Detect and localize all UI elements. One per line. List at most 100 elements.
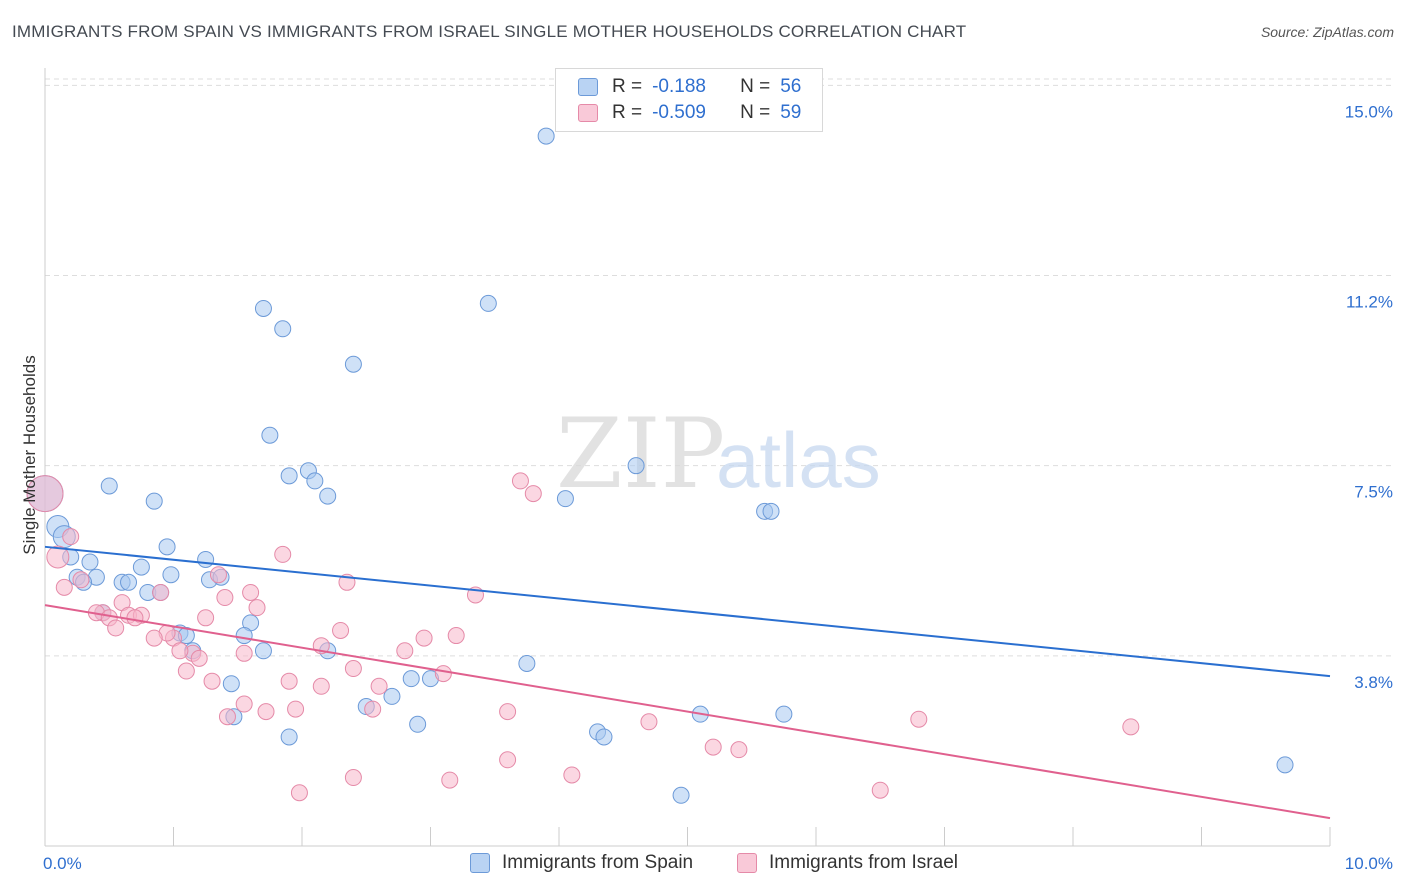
legend-n-label: N =: [740, 76, 771, 97]
trend-layer: [44, 545, 1331, 820]
grid-layer: [45, 78, 1395, 657]
spain-point: [409, 715, 427, 733]
israel-point: [72, 571, 90, 589]
israel-point: [434, 665, 452, 683]
spain-point: [306, 472, 324, 490]
israel-point: [126, 609, 144, 627]
israel-point: [209, 566, 227, 584]
israel-point: [499, 703, 517, 721]
spain-point: [595, 728, 613, 746]
source-label: Source: ZipAtlas.com: [1260, 24, 1394, 40]
spain-point: [762, 502, 780, 520]
israel-point: [415, 629, 433, 647]
israel-point: [640, 713, 658, 731]
y-tick-label: 15.0%: [1345, 102, 1393, 121]
spain-point: [672, 786, 690, 804]
watermark-zip: ZIP: [556, 398, 725, 510]
israel-point: [235, 695, 253, 713]
chart-title: IMMIGRANTS FROM SPAIN VS IMMIGRANTS FROM…: [12, 22, 967, 41]
series-legend: Immigrants from Spain Immigrants from Is…: [0, 852, 1406, 878]
legend-item-israel[interactable]: Immigrants from Israel: [737, 852, 958, 874]
spain-point: [261, 426, 279, 444]
spain-point: [280, 467, 298, 485]
israel-point: [248, 599, 266, 617]
spain-point: [479, 294, 497, 312]
spain-point: [197, 550, 215, 568]
spain-point: [254, 299, 272, 317]
israel-point: [524, 485, 542, 503]
spain-point: [1276, 756, 1294, 774]
spain-point: [556, 490, 574, 508]
spain-point: [402, 670, 420, 688]
israel-point: [203, 672, 221, 690]
israel-point: [563, 766, 581, 784]
israel-point: [312, 677, 330, 695]
israel-point: [1122, 718, 1140, 736]
israel-point: [235, 644, 253, 662]
israel-point: [26, 475, 64, 513]
israel-point: [499, 751, 517, 769]
spain-point: [100, 477, 118, 495]
spain-point: [319, 487, 337, 505]
israel-point: [396, 642, 414, 660]
x-tick-label: 0.0%: [43, 854, 82, 873]
legend-swatch-israel: [578, 104, 598, 122]
legend-item-spain[interactable]: Immigrants from Spain: [470, 852, 693, 874]
y-tick-label: 7.5%: [1354, 483, 1393, 502]
legend-swatch-spain: [578, 78, 598, 96]
legend-row-spain: R = -0.188 N = 56: [578, 75, 801, 99]
israel-point: [287, 700, 305, 718]
israel-trend-line: [44, 604, 1331, 820]
legend-r-value: -0.509: [652, 102, 706, 123]
spain-trend-line: [44, 545, 1331, 678]
israel-point: [177, 662, 195, 680]
legend-row-israel: R = -0.509 N = 59: [578, 101, 801, 125]
legend-r-value: -0.188: [652, 76, 706, 97]
points-layer: [26, 127, 1294, 804]
spain-point: [627, 457, 645, 475]
israel-point: [216, 589, 234, 607]
legend-swatch-spain: [470, 853, 490, 873]
israel-point: [344, 660, 362, 678]
israel-point: [280, 672, 298, 690]
y-tick-label: 11.2%: [1346, 293, 1393, 312]
spain-point: [518, 654, 536, 672]
israel-point: [871, 781, 889, 799]
watermark: ZIP atlas: [556, 398, 881, 510]
y-axis-label: Single Mother Households: [20, 355, 39, 554]
spain-point: [81, 553, 99, 571]
israel-point: [171, 642, 189, 660]
axis-layer: 15.0% 11.2% 7.5% 3.8% 0.0% 10.0%: [43, 68, 1393, 873]
israel-point: [218, 708, 236, 726]
israel-point: [257, 703, 275, 721]
legend-n-label: N =: [740, 102, 771, 123]
spain-point: [222, 675, 240, 693]
israel-point: [730, 741, 748, 759]
israel-point: [447, 627, 465, 645]
spain-point: [775, 705, 793, 723]
israel-point: [145, 629, 163, 647]
israel-point: [332, 621, 350, 639]
spain-point: [383, 687, 401, 705]
israel-point: [910, 710, 928, 728]
legend-swatch-israel: [737, 853, 757, 873]
spain-point: [132, 558, 150, 576]
x-tick-label: 10.0%: [1345, 854, 1393, 873]
spain-point: [145, 492, 163, 510]
israel-point: [511, 472, 529, 490]
israel-point: [197, 609, 215, 627]
israel-point: [46, 545, 70, 569]
israel-point: [441, 771, 459, 789]
spain-point: [274, 320, 292, 338]
correlation-legend: R = -0.188 N = 56 R = -0.509 N = 59: [555, 68, 823, 132]
spain-point: [254, 642, 272, 660]
spain-point: [344, 355, 362, 373]
israel-point: [274, 545, 292, 563]
israel-point: [344, 769, 362, 787]
israel-point: [290, 784, 308, 802]
spain-point: [280, 728, 298, 746]
legend-label-spain: Immigrants from Spain: [502, 852, 694, 873]
watermark-atlas: atlas: [716, 416, 881, 504]
spain-point: [158, 538, 176, 556]
